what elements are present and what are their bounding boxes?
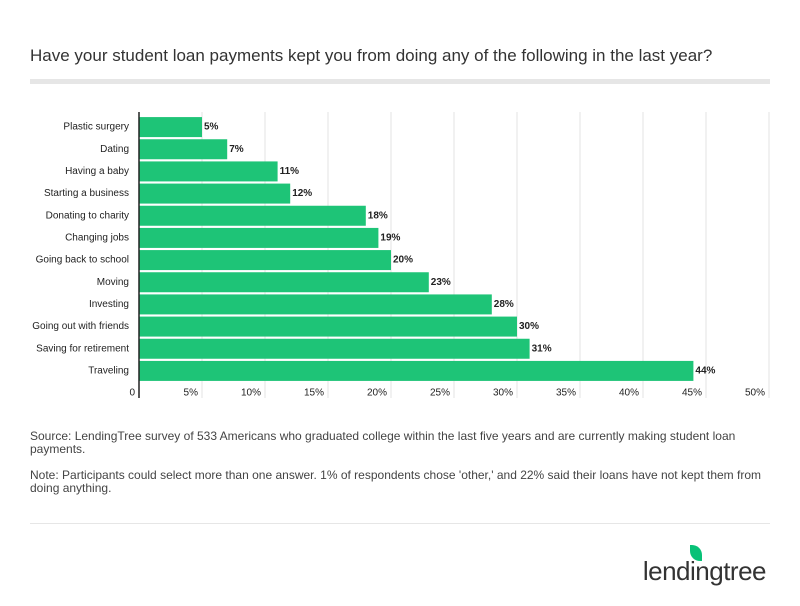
y-tick-label: Saving for retirement (36, 343, 129, 354)
x-tick-label: 30% (493, 388, 513, 399)
x-tick-label: 50% (745, 388, 765, 399)
x-tick-label: 10% (241, 388, 261, 399)
y-tick-label: Plastic surgery (63, 122, 129, 133)
value-label: 19% (380, 233, 400, 244)
y-tick-label: Traveling (88, 366, 129, 377)
value-label: 11% (280, 166, 300, 177)
source-note: Source: LendingTree survey of 533 Americ… (30, 429, 736, 456)
bar (139, 294, 492, 315)
logo-text: lendingtree (642, 556, 767, 586)
bar (139, 250, 391, 271)
bar (139, 272, 429, 293)
value-label: 30% (519, 321, 539, 332)
y-tick-label: Dating (100, 144, 129, 155)
y-tick-label: Donating to charity (46, 210, 129, 221)
value-label: 28% (494, 299, 514, 310)
x-tick-label: 45% (682, 388, 702, 399)
value-label: 20% (393, 255, 413, 266)
divider (30, 79, 770, 84)
x-tick-label: 25% (430, 388, 450, 399)
value-label: 18% (368, 210, 388, 221)
value-label: 31% (532, 343, 552, 354)
logo-leaf (689, 545, 702, 561)
x-tick-label: 15% (304, 388, 324, 399)
logo: lendingtree (642, 545, 767, 587)
bar (139, 227, 379, 248)
y-tick-label: Going out with friends (32, 321, 129, 332)
bar (139, 117, 202, 138)
value-label: 5% (204, 122, 219, 133)
bar (139, 205, 366, 226)
bar (139, 360, 694, 381)
value-label: 7% (229, 144, 244, 155)
value-label: 44% (695, 366, 715, 377)
y-tick-label: Having a baby (65, 166, 129, 177)
y-tick-label: Investing (89, 299, 129, 310)
divider (30, 523, 770, 524)
footnote: Note: Participants could select more tha… (30, 468, 762, 495)
y-tick-label: Starting a business (44, 188, 129, 199)
x-tick-label: 20% (367, 388, 387, 399)
bar (139, 161, 278, 182)
bar (139, 139, 228, 160)
y-tick-label: Going back to school (36, 255, 129, 266)
chart-title: Have your student loan payments kept you… (30, 46, 713, 65)
x-tick-label: 5% (184, 388, 199, 399)
value-label: 23% (431, 277, 451, 288)
bar (139, 183, 291, 204)
x-tick-label: 0 (129, 388, 135, 399)
x-tick-label: 40% (619, 388, 639, 399)
bar (139, 316, 517, 337)
y-tick-label: Moving (97, 277, 129, 288)
y-tick-label: Changing jobs (65, 233, 129, 244)
bar (139, 338, 530, 359)
x-tick-label: 35% (556, 388, 576, 399)
value-label: 12% (292, 188, 312, 199)
